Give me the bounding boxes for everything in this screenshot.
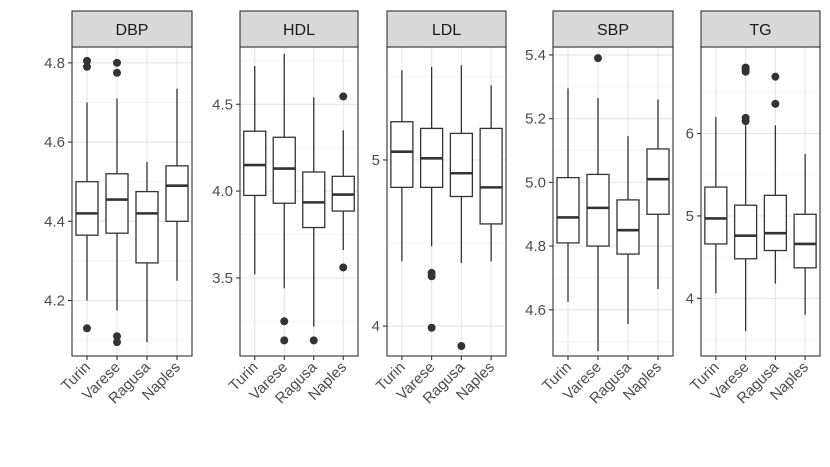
iqr-box [704, 186, 728, 245]
outlier-point [83, 62, 91, 71]
iqr-box [616, 199, 640, 255]
outlier-point [771, 72, 780, 81]
facet-title: LDL [432, 22, 461, 39]
outlier-point [83, 324, 91, 333]
outlier-point [113, 338, 121, 347]
outlier-point [741, 117, 750, 126]
iqr-box [135, 190, 159, 264]
iqr-box [793, 213, 817, 269]
box-ragusa [135, 161, 159, 343]
box-ragusa [763, 72, 788, 284]
y-tick-label: 5 [372, 152, 380, 169]
box-varese [419, 66, 444, 332]
y-tick-label: 4.2 [44, 293, 65, 310]
outlier-point [339, 263, 348, 272]
box-turin [390, 70, 414, 262]
facet-strip [71, 10, 193, 48]
iqr-box [646, 148, 670, 215]
outlier-point [457, 342, 466, 351]
y-tick-label: 4 [372, 318, 380, 335]
outlier-point [83, 56, 91, 65]
box-varese [272, 53, 296, 345]
iqr-box [586, 173, 610, 247]
facet-strip [700, 10, 821, 48]
outlier-point [280, 317, 289, 326]
outlier-point [280, 336, 289, 345]
outlier-point [741, 67, 750, 76]
box-turin [243, 66, 267, 275]
iqr-box [763, 194, 788, 252]
facet-strip [552, 10, 674, 48]
box-turin [704, 117, 728, 294]
outlier-point [113, 332, 121, 341]
iqr-box [165, 165, 189, 222]
box-varese [586, 54, 610, 352]
outlier-point [309, 336, 318, 345]
box-ragusa [616, 136, 640, 325]
facet-title: SBP [597, 22, 629, 39]
y-tick-label: 5.4 [525, 47, 546, 64]
iqr-box [449, 132, 474, 198]
facet-sbp: SBP4.64.85.05.25.4TurinVareseRagusaNaple… [525, 10, 674, 407]
iqr-box [390, 121, 414, 189]
iqr-box [243, 130, 267, 197]
y-tick-label: 4.0 [212, 183, 233, 200]
iqr-box [272, 136, 296, 204]
y-tick-label: 5.2 [525, 111, 546, 128]
box-turin [75, 56, 99, 333]
y-tick-label: 3.5 [212, 270, 233, 287]
outlier-point [427, 272, 436, 281]
facet-strip [386, 10, 507, 48]
y-tick-label: 6 [686, 126, 694, 143]
y-tick-label: 4.8 [525, 238, 546, 255]
iqr-box [75, 181, 99, 236]
iqr-box [479, 127, 503, 225]
iqr-box [105, 173, 129, 234]
outlier-point [113, 58, 121, 67]
box-ragusa [302, 97, 326, 345]
box-turin [556, 88, 580, 302]
facet-title: DBP [116, 22, 149, 39]
facet-strip [239, 10, 359, 48]
facet-title: TG [749, 22, 771, 39]
box-naples [331, 92, 355, 272]
outlier-point [427, 323, 436, 332]
box-naples [646, 99, 670, 290]
box-naples [479, 85, 503, 262]
iqr-box [733, 204, 758, 260]
iqr-box [302, 171, 326, 229]
y-tick-label: 4.5 [212, 96, 233, 113]
facet-title: HDL [283, 22, 315, 39]
outlier-point [113, 68, 121, 77]
box-varese [105, 58, 129, 347]
y-tick-label: 5.0 [525, 174, 546, 191]
box-ragusa [449, 65, 474, 351]
iqr-box [556, 176, 580, 244]
box-naples [165, 88, 189, 281]
y-tick-label: 5 [686, 208, 694, 225]
y-tick-label: 4.6 [525, 302, 546, 319]
box-varese [733, 63, 758, 332]
y-tick-label: 4.6 [44, 134, 65, 151]
y-tick-label: 4 [686, 290, 694, 307]
outlier-point [771, 99, 780, 108]
y-tick-label: 4.4 [44, 213, 65, 230]
outlier-point [594, 54, 602, 63]
box-naples [793, 154, 817, 315]
y-tick-label: 4.8 [44, 55, 65, 72]
outlier-point [339, 92, 348, 101]
